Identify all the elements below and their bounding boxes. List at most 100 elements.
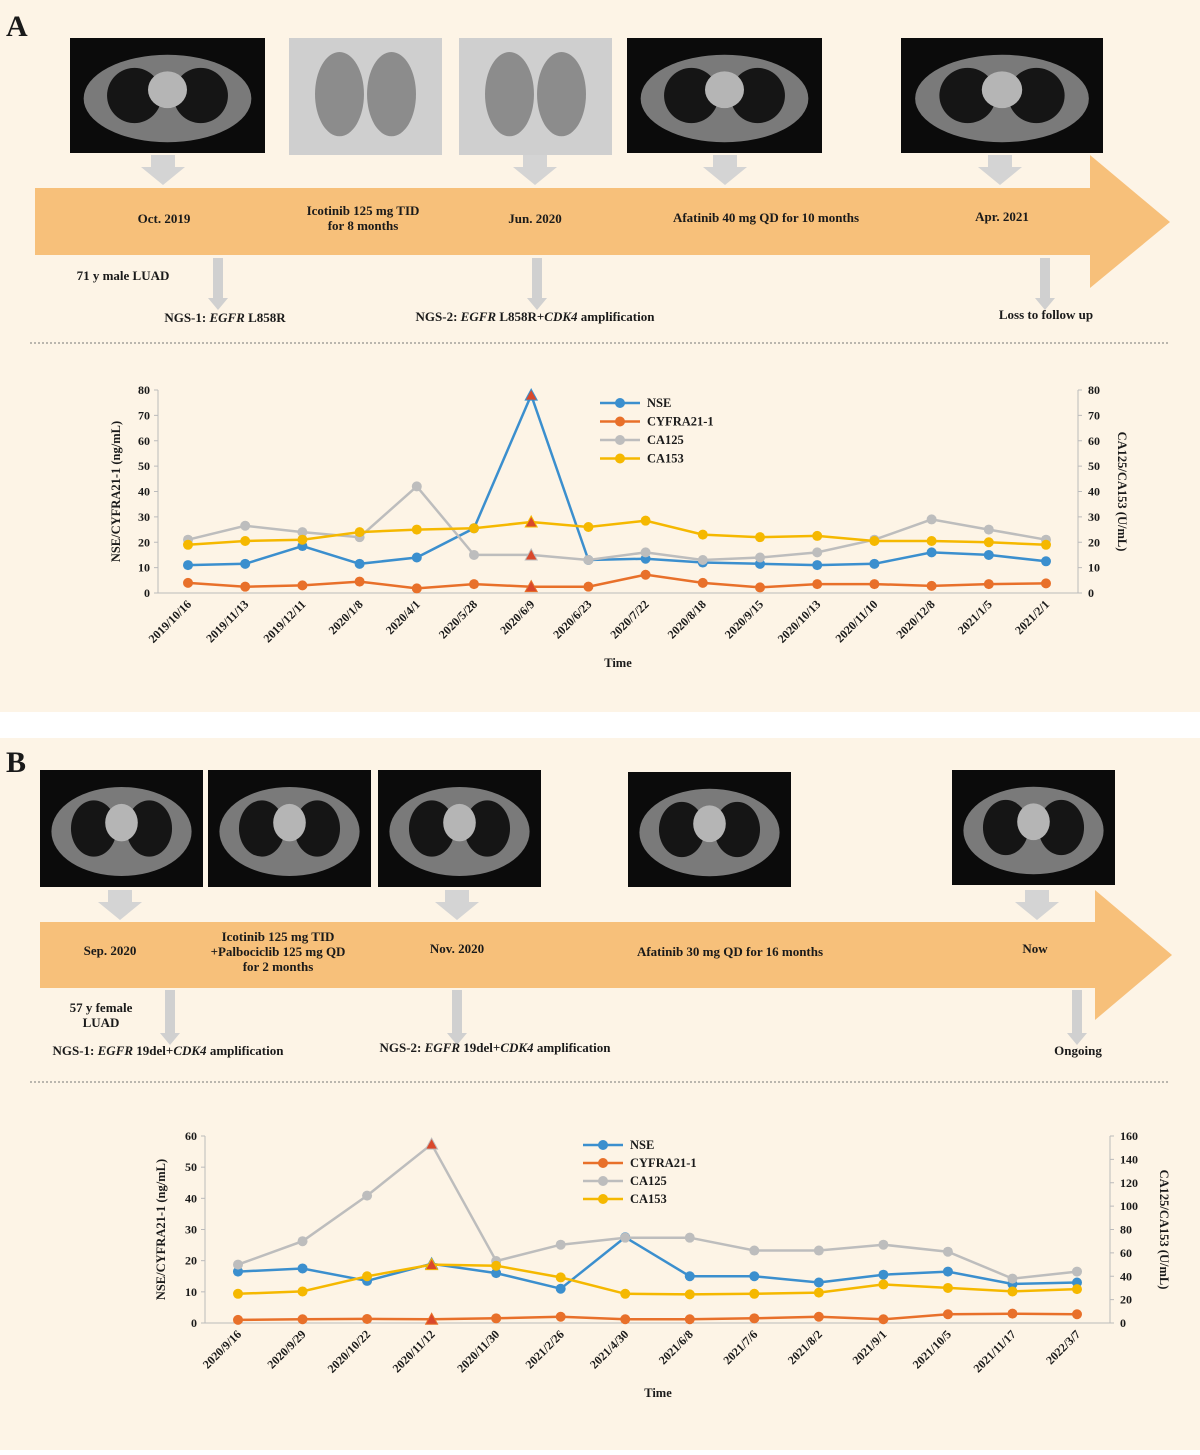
timeline-event: Oct. 2019 — [138, 211, 191, 226]
y-tick-label: 60 — [185, 1129, 197, 1143]
note-part: NGS-2: — [416, 309, 461, 324]
point — [469, 523, 479, 534]
timeline-event: Apr. 2021 — [975, 209, 1029, 224]
y2-tick-label: 0 — [1088, 586, 1094, 600]
point — [812, 579, 823, 590]
point — [749, 1271, 760, 1282]
note-part: LUAD — [83, 1015, 120, 1030]
point — [878, 1239, 889, 1250]
scan-lung — [982, 799, 1029, 856]
timeline-note: NGS-1: EGFR L858R — [164, 310, 286, 325]
point — [926, 514, 937, 525]
series-line — [237, 1235, 1078, 1291]
scan-lung — [126, 800, 173, 857]
note-part: 57 y female — [70, 1000, 133, 1015]
point — [878, 1269, 889, 1280]
note-part: EGFR — [460, 309, 497, 324]
point — [869, 535, 880, 546]
point — [684, 1271, 695, 1282]
point — [583, 522, 594, 533]
timeline-event: Afatinib 30 mg QD for 16 months — [637, 944, 823, 959]
note-part: 19del+ — [133, 1043, 173, 1058]
point — [297, 534, 308, 545]
point — [813, 1287, 824, 1298]
y-axis-label: NSE/CYFRA21-1 (ng/mL) — [109, 421, 123, 562]
point — [555, 1311, 566, 1322]
y2-tick-label: 40 — [1088, 485, 1100, 499]
highlight-marker — [424, 1137, 439, 1150]
point — [297, 1286, 308, 1297]
scan-image — [70, 38, 265, 153]
point — [1072, 1284, 1082, 1295]
scan-image — [627, 38, 822, 153]
scan-heart — [693, 805, 726, 843]
timeline-arrow — [35, 155, 1170, 288]
scan-lung — [173, 67, 228, 124]
legend-label: CYFRA21-1 — [647, 415, 714, 429]
timeline-event: Icotinib 125 mg TID — [307, 203, 420, 218]
scan-lung — [1038, 799, 1085, 856]
point — [749, 1313, 760, 1324]
point — [183, 577, 193, 588]
note-part: EGFR — [97, 1043, 134, 1058]
point — [749, 1245, 760, 1256]
point — [620, 1288, 631, 1299]
scan-image — [289, 38, 442, 155]
highlight-marker — [424, 1257, 439, 1271]
point — [411, 552, 422, 563]
legend-marker — [615, 398, 625, 408]
scan-lung — [408, 800, 455, 857]
point — [813, 1245, 824, 1256]
scan-lung — [664, 67, 719, 124]
point — [1007, 1286, 1018, 1297]
y-tick-label: 30 — [138, 510, 150, 524]
y2-tick-label: 40 — [1120, 1269, 1132, 1283]
timeline-event: Jun. 2020 — [508, 211, 561, 226]
y2-axis-label: CA125/CA153 (U/mL) — [1157, 1170, 1171, 1290]
scan-image — [901, 38, 1103, 153]
timeline-note: 57 y female — [70, 1000, 133, 1015]
scan-lung — [714, 801, 761, 858]
point — [942, 1266, 953, 1277]
point — [812, 547, 823, 558]
point — [755, 582, 765, 593]
series-line — [237, 1312, 1078, 1322]
point — [469, 549, 479, 560]
xray-lung — [537, 52, 586, 137]
note-part: NGS-1: — [53, 1043, 98, 1058]
legend-marker — [598, 1194, 608, 1204]
scan-heart — [105, 803, 138, 842]
point — [1007, 1308, 1018, 1319]
down-arrow — [1035, 258, 1055, 310]
point — [297, 527, 308, 538]
point — [942, 1309, 953, 1320]
point — [183, 539, 193, 550]
scan-lung — [1008, 67, 1065, 124]
y2-tick-label: 30 — [1088, 510, 1100, 524]
point — [491, 1313, 502, 1324]
y-tick-label: 40 — [185, 1191, 197, 1205]
note-part: amplification — [207, 1043, 285, 1058]
y2-tick-label: 140 — [1120, 1152, 1138, 1166]
timeline-note: 71 y male LUAD — [77, 268, 170, 283]
point — [354, 527, 365, 538]
point — [240, 558, 251, 569]
point — [233, 1288, 243, 1299]
note-part: Loss to follow up — [999, 307, 1093, 322]
y2-tick-label: 60 — [1088, 434, 1100, 448]
timeline-note: Ongoing — [1054, 1043, 1102, 1058]
legend-marker — [598, 1158, 608, 1168]
y-tick-label: 0 — [144, 586, 150, 600]
down-arrow — [978, 155, 1022, 185]
point — [233, 1314, 243, 1325]
point — [926, 535, 937, 546]
note-part: L858R — [245, 310, 286, 325]
y-tick-label: 40 — [138, 485, 150, 499]
legend-label: CA125 — [630, 1174, 667, 1188]
y2-tick-label: 120 — [1120, 1176, 1138, 1190]
y2-tick-label: 60 — [1120, 1246, 1132, 1260]
point — [297, 1314, 308, 1325]
point — [354, 576, 365, 587]
point — [297, 1236, 308, 1247]
point — [362, 1313, 373, 1324]
